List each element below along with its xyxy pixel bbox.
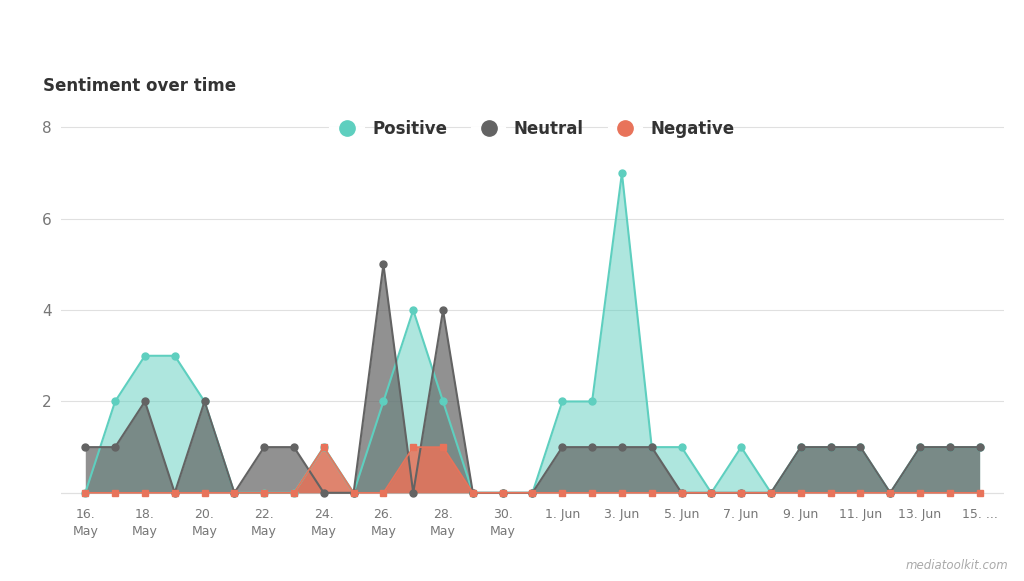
Text: Sentiment over time: Sentiment over time xyxy=(43,77,236,95)
Text: mediatoolkit.com: mediatoolkit.com xyxy=(906,560,1009,572)
Legend: Positive, Neutral, Negative: Positive, Neutral, Negative xyxy=(324,113,741,144)
